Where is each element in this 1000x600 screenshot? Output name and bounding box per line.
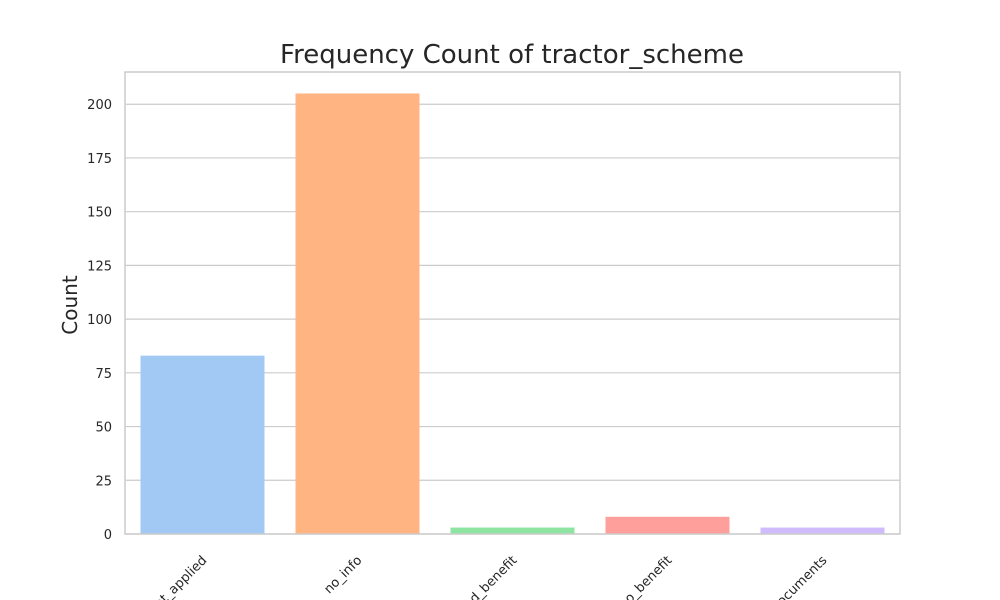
bars xyxy=(140,93,885,534)
y-tick-label: 150 xyxy=(87,206,112,221)
y-tick-label: 200 xyxy=(87,98,112,113)
x-tick-label: no_info xyxy=(321,553,365,597)
x-tick-label: ed_benefit xyxy=(461,553,520,600)
x-tick-label: documents xyxy=(769,553,831,600)
y-tick-label: 50 xyxy=(95,421,112,436)
y-tick-label: 100 xyxy=(87,313,112,328)
y-tick-label: 125 xyxy=(87,259,112,274)
plot-frame xyxy=(124,71,901,535)
chart-title: Frequency Count of tractor_scheme xyxy=(280,40,744,70)
y-tick-label: 175 xyxy=(87,152,112,167)
y-tick-label: 75 xyxy=(95,367,112,382)
y-tick-label: 25 xyxy=(95,474,112,489)
x-tick-label: no_benefit xyxy=(616,553,675,600)
bar-documents xyxy=(760,527,885,534)
y-axis-label: Count xyxy=(58,275,82,335)
bar-no-benefit xyxy=(605,516,730,534)
y-tick-labels: 0 25 50 75 100 125 150 175 200 xyxy=(87,98,112,543)
x-tick-labels: nt_applied no_info ed_benefit no_benefit doc… xyxy=(152,553,831,600)
y-tick-label: 0 xyxy=(104,528,112,543)
x-tick-label: nt_applied xyxy=(152,553,211,600)
bar-no-info xyxy=(295,93,420,534)
bar-not-applied xyxy=(140,355,265,534)
bar-applied-benefit xyxy=(450,527,575,534)
